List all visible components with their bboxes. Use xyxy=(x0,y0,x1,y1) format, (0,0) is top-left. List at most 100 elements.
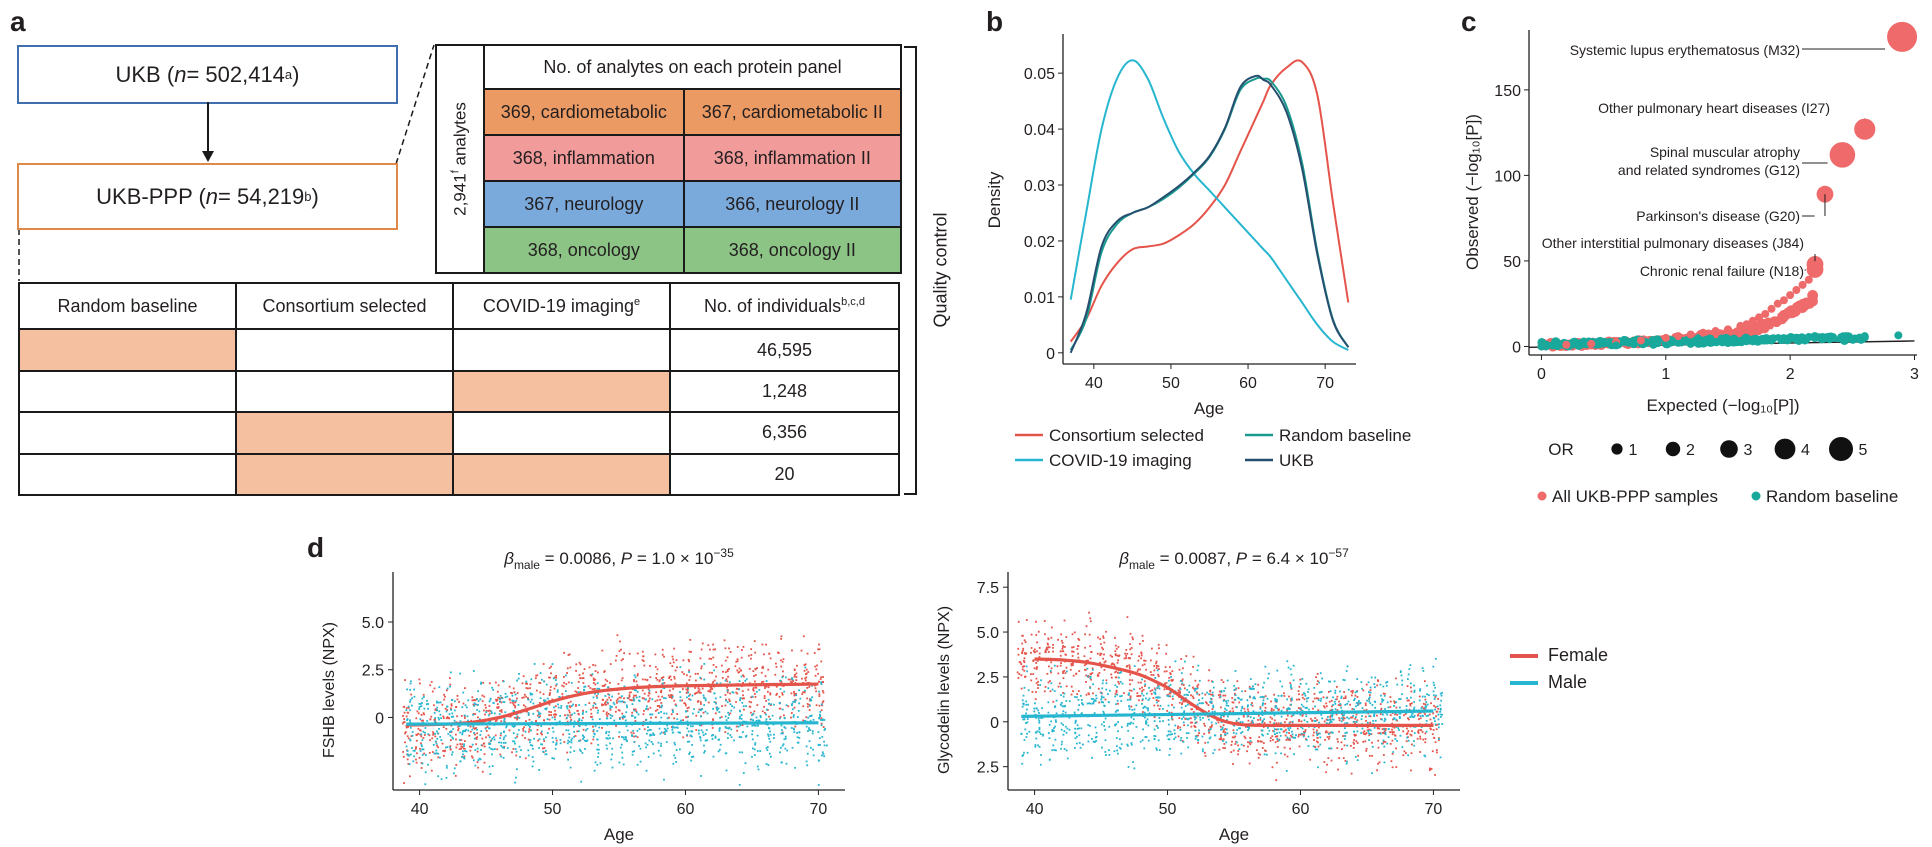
legend-label: Consortium selected xyxy=(1049,426,1204,445)
male-point xyxy=(531,744,534,747)
male-point xyxy=(1409,682,1412,685)
female-point xyxy=(694,672,697,675)
x-axis-label: Expected (−log₁₀[P]) xyxy=(1646,396,1799,415)
female-point xyxy=(522,704,525,707)
male-point xyxy=(819,715,821,718)
female-point xyxy=(579,677,582,680)
male-point xyxy=(478,757,481,760)
female-point xyxy=(769,693,772,696)
male-point xyxy=(757,719,760,722)
male-point xyxy=(701,731,704,734)
male-point xyxy=(1040,679,1042,682)
female-point xyxy=(512,748,515,750)
female-point xyxy=(554,705,557,708)
male-point xyxy=(1202,702,1204,705)
male-point xyxy=(1287,727,1290,730)
female-point xyxy=(469,725,472,728)
male-point xyxy=(567,758,570,761)
male-point xyxy=(591,718,594,721)
female-point xyxy=(514,706,517,709)
male-point xyxy=(738,688,741,691)
male-point xyxy=(648,689,651,692)
female-point xyxy=(674,682,677,685)
male-point xyxy=(675,726,678,729)
male-point xyxy=(1126,698,1129,701)
female-point xyxy=(528,730,530,733)
female-point xyxy=(766,709,769,711)
male-point xyxy=(529,726,531,728)
size-legend-dot xyxy=(1774,438,1796,460)
female-point xyxy=(1298,745,1301,748)
female-point xyxy=(1318,726,1320,729)
female-point xyxy=(1194,725,1196,728)
male-point xyxy=(1264,665,1267,668)
male-point xyxy=(756,724,759,727)
female-point xyxy=(822,676,825,678)
female-point xyxy=(476,732,479,735)
qq-point xyxy=(1860,332,1869,341)
female-point xyxy=(655,716,657,719)
male-point xyxy=(781,732,784,735)
female-point xyxy=(1165,670,1168,673)
male-point xyxy=(518,745,521,748)
male-point xyxy=(1398,698,1401,700)
female-point xyxy=(457,727,460,730)
female-point xyxy=(1365,749,1368,752)
female-point xyxy=(1369,715,1372,718)
female-point xyxy=(1260,740,1263,743)
male-point xyxy=(1196,687,1199,690)
female-point xyxy=(589,674,592,677)
male-point xyxy=(1233,689,1236,691)
male-point xyxy=(1384,731,1387,734)
female-point xyxy=(1368,694,1371,696)
male-point xyxy=(555,683,558,686)
male-point xyxy=(1088,702,1091,705)
male-point xyxy=(527,698,530,701)
male-point xyxy=(739,715,742,718)
qq-point xyxy=(1723,325,1732,334)
female-point xyxy=(672,688,675,690)
female-point xyxy=(405,707,408,709)
female-point xyxy=(1077,645,1079,648)
female-point xyxy=(1164,682,1166,685)
male-point xyxy=(493,712,496,715)
male-point xyxy=(664,697,667,700)
female-point xyxy=(1038,656,1041,658)
female-point xyxy=(1210,698,1213,701)
female-point xyxy=(433,687,436,690)
male-point xyxy=(1103,721,1105,724)
female-point xyxy=(568,653,571,656)
female-point xyxy=(1343,697,1345,700)
female-point xyxy=(1222,681,1225,684)
male-point xyxy=(515,750,518,753)
male-point xyxy=(454,700,456,703)
male-point xyxy=(1368,739,1370,741)
female-point xyxy=(614,659,617,662)
male-point xyxy=(418,706,421,708)
female-point xyxy=(683,673,685,675)
male-point xyxy=(645,732,648,735)
male-point xyxy=(1274,706,1277,709)
female-point xyxy=(749,705,752,708)
female-point xyxy=(1098,672,1101,674)
male-point xyxy=(570,739,573,742)
female-point xyxy=(455,738,457,741)
male-point xyxy=(467,729,470,732)
male-point xyxy=(449,746,452,749)
female-point xyxy=(1072,664,1074,666)
female-point xyxy=(454,733,457,736)
male-point xyxy=(1313,686,1316,689)
female-point xyxy=(595,695,598,697)
y-axis-label: FSHB levels (NPX) xyxy=(321,622,338,758)
female-point xyxy=(1115,691,1118,694)
y-tick-label: 0.01 xyxy=(1024,290,1055,307)
male-point xyxy=(406,750,409,752)
male-point xyxy=(1038,721,1041,724)
male-point xyxy=(1286,736,1289,739)
female-point xyxy=(655,691,658,694)
male-point xyxy=(1210,721,1213,724)
male-point xyxy=(766,723,769,726)
female-point xyxy=(764,675,767,678)
female-point xyxy=(742,674,744,677)
